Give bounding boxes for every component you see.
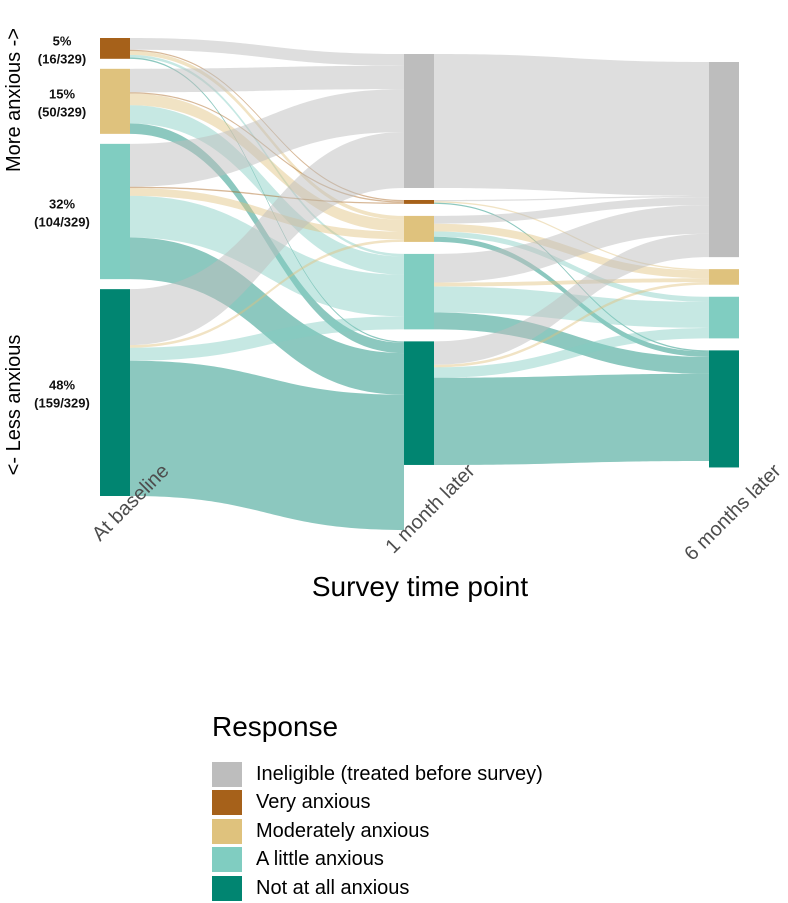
flow-a-little-anxious-to-ineligible-treated-before-survey xyxy=(130,89,404,187)
legend-label: Not at all anxious xyxy=(256,876,410,899)
legend-item-very-anxious: Very anxious xyxy=(212,789,672,818)
baseline-percent-not-at-all-anxious: 48% xyxy=(49,378,75,393)
flow-a-little-anxious-to-moderately-anxious xyxy=(434,278,709,287)
flow-not-at-all-anxious-to-a-little-anxious xyxy=(434,327,709,378)
stage-label-6-months-later: 6 months later xyxy=(680,460,785,565)
flow-moderately-anxious-to-ineligible-treated-before-survey xyxy=(130,65,404,93)
node-stage2-a-little-anxious xyxy=(709,296,739,339)
node-stage0-not-at-all-anxious xyxy=(100,289,130,496)
flow-not-at-all-anxious-to-a-little-anxious xyxy=(130,316,404,361)
node-stage2-moderately-anxious xyxy=(709,269,739,285)
legend: Response Ineligible (treated before surv… xyxy=(212,710,672,901)
flow-very-anxious-to-ineligible-treated-before-survey xyxy=(130,38,404,66)
legend-swatch xyxy=(212,847,242,873)
legend-item-not-at-all-anxious: Not at all anxious xyxy=(212,874,672,903)
legend-swatch xyxy=(212,790,242,816)
baseline-count-very-anxious: (16/329) xyxy=(38,51,86,66)
baseline-percent-moderately-anxious: 15% xyxy=(49,86,75,101)
baseline-count-not-at-all-anxious: (159/329) xyxy=(34,396,90,411)
x-axis-title: Survey time point xyxy=(312,571,529,602)
node-stage2-ineligible-treated-before-survey xyxy=(709,62,739,258)
legend-swatch xyxy=(212,875,242,901)
flow-not-at-all-anxious-to-not-at-all-anxious xyxy=(130,360,404,530)
flow-a-little-anxious-to-very-anxious xyxy=(130,186,404,204)
legend-item-a-little-anxious: A little anxious xyxy=(212,846,672,875)
legend-label: Very anxious xyxy=(256,791,371,814)
legend-title: Response xyxy=(212,711,339,742)
flow-a-little-anxious-to-ineligible-treated-before-survey xyxy=(434,205,709,283)
legend-label: A little anxious xyxy=(256,848,384,871)
nodes-layer xyxy=(100,38,739,496)
legend-swatch xyxy=(212,818,242,844)
side-label-more-anxious: More anxious -> xyxy=(3,28,25,172)
node-stage1-very-anxious xyxy=(404,199,434,204)
flow-very-anxious-to-ineligible-treated-before-survey xyxy=(434,195,709,202)
flow-a-little-anxious-to-not-at-all-anxious xyxy=(434,312,709,374)
node-stage1-not-at-all-anxious xyxy=(404,341,434,465)
node-stage2-not-at-all-anxious xyxy=(709,350,739,468)
node-stage0-moderately-anxious xyxy=(100,68,130,134)
flow-very-anxious-to-not-at-all-anxious xyxy=(130,57,404,343)
baseline-count-a-little-anxious: (104/329) xyxy=(34,215,90,230)
flow-not-at-all-anxious-to-moderately-anxious xyxy=(434,282,709,368)
flow-moderately-anxious-to-a-little-anxious xyxy=(434,231,709,302)
flow-ineligible-treated-before-survey-to-ineligible-treated-before-survey xyxy=(434,54,709,196)
baseline-percent-a-little-anxious: 32% xyxy=(49,197,75,212)
node-stage1-a-little-anxious xyxy=(404,253,434,330)
flow-not-at-all-anxious-to-not-at-all-anxious xyxy=(434,373,709,465)
legend-label: Moderately anxious xyxy=(256,819,430,842)
legend-item-moderately-anxious: Moderately anxious xyxy=(212,817,672,846)
node-stage0-very-anxious xyxy=(100,38,130,59)
flow-moderately-anxious-to-moderately-anxious xyxy=(130,93,404,232)
legend-items: Ineligible (treated before survey) Very a… xyxy=(212,760,672,903)
flow-not-at-all-anxious-to-moderately-anxious xyxy=(130,239,404,348)
baseline-count-moderately-anxious: (50/329) xyxy=(38,104,86,119)
node-stage0-a-little-anxious xyxy=(100,143,130,280)
flow-moderately-anxious-to-ineligible-treated-before-survey xyxy=(434,197,709,224)
legend-label: Ineligible (treated before survey) xyxy=(256,762,543,785)
node-stage1-moderately-anxious xyxy=(404,215,434,242)
sankey-chart: 5% (16/329) 15% (50/329) 32% (104/329) 48% (159… xyxy=(3,28,786,602)
legend-item-ineligible-treated-before-survey: Ineligible (treated before survey) xyxy=(212,760,672,789)
baseline-percent-very-anxious: 5% xyxy=(53,33,72,48)
flow-moderately-anxious-to-a-little-anxious xyxy=(130,105,404,275)
flow-not-at-all-anxious-to-ineligible-treated-before-survey xyxy=(434,233,709,365)
flows-layer xyxy=(130,38,709,530)
flow-very-anxious-to-not-at-all-anxious xyxy=(434,202,709,352)
node-stage1-ineligible-treated-before-survey xyxy=(404,54,434,188)
side-label-less-anxious: <- Less anxious xyxy=(3,335,25,476)
flow-not-at-all-anxious-to-ineligible-treated-before-survey xyxy=(130,132,404,346)
legend-swatch xyxy=(212,761,242,787)
